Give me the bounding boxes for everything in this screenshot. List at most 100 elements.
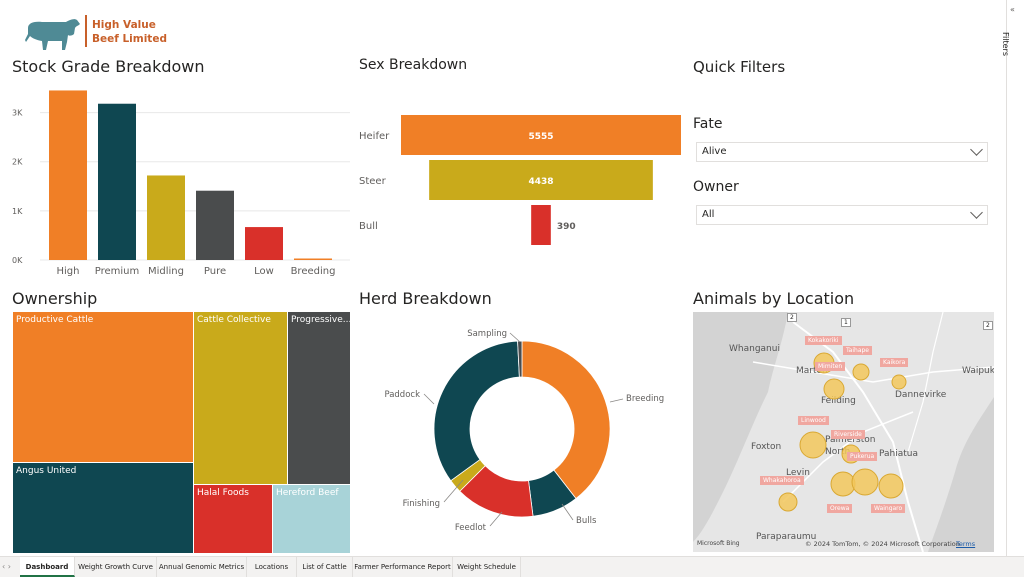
bar-steer bbox=[429, 160, 653, 200]
treemap-label: Progressive... bbox=[291, 315, 352, 325]
tab-weight-growth-curve[interactable]: Weight Growth Curve bbox=[75, 557, 157, 577]
map-farm-label[interactable]: Kokakoriki bbox=[805, 336, 842, 345]
chevron-down-icon bbox=[970, 143, 983, 156]
treemap-cell-angus-united[interactable]: Angus United bbox=[12, 462, 194, 554]
herd-breakdown-chart: Breeding Bulls Feedlot Finishing Paddock Samp… bbox=[384, 329, 664, 533]
map-town-label: Marton bbox=[796, 366, 828, 376]
location-bubble bbox=[830, 471, 856, 497]
treemap-label: Halal Foods bbox=[197, 488, 249, 498]
map-town-label: Waipuk bbox=[962, 366, 994, 376]
map-town-label: Palmerston North bbox=[825, 435, 876, 457]
map-town-label: Dannevirke bbox=[895, 390, 947, 400]
treemap-cell-progressive[interactable]: Progressive... bbox=[287, 311, 351, 485]
map-farm-label[interactable]: Mimiten bbox=[815, 362, 846, 371]
tab-list-of-cattle[interactable]: List of Cattle bbox=[297, 557, 353, 577]
slice-breeding bbox=[521, 340, 611, 500]
slice-label: Sampling bbox=[467, 329, 507, 339]
data-label: 390 bbox=[557, 222, 576, 232]
slice-label: Feedlot bbox=[455, 523, 487, 533]
y-tick-label: 2K bbox=[12, 158, 23, 167]
y-tick-label: 0K bbox=[12, 256, 23, 265]
owner-label: Owner bbox=[693, 179, 739, 195]
slice-paddock bbox=[433, 340, 520, 482]
map-road-marker: 2 bbox=[787, 313, 797, 322]
tab-farmer-performance-report[interactable]: Farmer Performance Report bbox=[353, 557, 453, 577]
tab-dashboard[interactable]: Dashboard bbox=[20, 557, 75, 577]
data-label: 5555 bbox=[528, 132, 553, 142]
map-farm-label[interactable]: Kaikora bbox=[880, 358, 909, 367]
map-farm-label[interactable]: Riverside bbox=[831, 430, 865, 439]
bar-heifer bbox=[401, 115, 681, 155]
bar-premium bbox=[98, 103, 136, 261]
category-label: Bull bbox=[359, 221, 378, 232]
owner-selected-value: All bbox=[702, 209, 715, 220]
treemap-label: Hereford Beef bbox=[276, 488, 339, 498]
fate-dropdown[interactable]: Alive bbox=[696, 142, 988, 162]
category-label: Heifer bbox=[359, 131, 390, 142]
brand-name-line1: High Value bbox=[92, 19, 156, 31]
map-terms-link[interactable]: Terms bbox=[956, 540, 976, 548]
map-farm-label[interactable]: Orewa bbox=[827, 504, 853, 513]
location-bubble bbox=[851, 468, 879, 496]
map-town-label: Levin bbox=[786, 468, 810, 478]
filters-pane[interactable] bbox=[1006, 0, 1024, 556]
map-farm-label[interactable]: Waingaro bbox=[871, 504, 906, 513]
treemap-label: Angus United bbox=[16, 466, 77, 476]
x-tick-label: Breeding bbox=[291, 266, 336, 277]
leader-line bbox=[561, 503, 574, 521]
map-town-label: Foxton bbox=[751, 442, 782, 452]
herd-breakdown-title: Herd Breakdown bbox=[359, 289, 492, 308]
location-bubble bbox=[878, 473, 904, 499]
treemap-cell-halal-foods[interactable]: Halal Foods bbox=[193, 484, 273, 554]
leader-line bbox=[609, 398, 624, 403]
location-bubble bbox=[852, 363, 870, 381]
slice-label: Finishing bbox=[403, 499, 440, 509]
treemap-cell-hereford-beef[interactable]: Hereford Beef bbox=[272, 484, 351, 554]
y-tick-label: 3K bbox=[12, 109, 23, 118]
sex-breakdown-chart: Heifer 5555 Steer 4438 Bull 390 bbox=[359, 115, 681, 245]
tab-weight-schedule[interactable]: Weight Schedule bbox=[453, 557, 521, 577]
cow-logo-icon bbox=[25, 19, 80, 50]
chevron-down-icon bbox=[970, 206, 983, 219]
data-label: 4438 bbox=[528, 177, 553, 187]
map-farm-label[interactable]: Pukerua bbox=[847, 452, 878, 461]
tab-locations[interactable]: Locations bbox=[247, 557, 297, 577]
map-farm-label[interactable]: Linwood bbox=[798, 416, 829, 425]
leader-line bbox=[423, 393, 435, 405]
map-attribution: © 2024 TomTom, © 2024 Microsoft Corporat… bbox=[805, 540, 960, 548]
map-town-label: Paraparaumu bbox=[756, 532, 817, 542]
bar-pure bbox=[196, 190, 234, 260]
location-bubble bbox=[891, 374, 907, 390]
map-road-marker: 1 bbox=[841, 318, 851, 327]
microsoft-bing-logo: Microsoft Bing bbox=[697, 540, 740, 547]
tab-scroll-arrows-icon[interactable]: ‹ › bbox=[2, 562, 11, 571]
stock-grade-chart: 0K 1K 2K 3K High Premium Midling Pure Low Breedin… bbox=[12, 90, 350, 277]
filters-pane-label[interactable]: Filters bbox=[1001, 32, 1010, 56]
leader-line bbox=[443, 479, 464, 503]
location-map[interactable]: 2 1 2 Whanganui Marton Feilding Dannevir… bbox=[693, 312, 994, 552]
leader-line bbox=[489, 511, 503, 527]
location-bubble bbox=[778, 492, 798, 512]
fate-selected-value: Alive bbox=[702, 146, 727, 157]
fate-label: Fate bbox=[693, 116, 723, 132]
animals-by-location-title: Animals by Location bbox=[693, 289, 855, 308]
y-tick-label: 1K bbox=[12, 207, 23, 216]
map-farm-label[interactable]: Taihape bbox=[843, 346, 872, 355]
treemap-label: Cattle Collective bbox=[197, 315, 271, 325]
bar-breeding bbox=[294, 258, 332, 260]
stock-grade-title: Stock Grade Breakdown bbox=[12, 57, 205, 76]
x-tick-label: Low bbox=[254, 266, 274, 277]
treemap-cell-productive-cattle[interactable]: Productive Cattle bbox=[12, 311, 194, 463]
leader-line bbox=[509, 332, 521, 343]
map-farm-label[interactable]: Whakahoroa bbox=[760, 476, 804, 485]
collapse-filters-icon[interactable]: « bbox=[1010, 5, 1015, 14]
location-bubble bbox=[823, 378, 845, 400]
category-label: Steer bbox=[359, 176, 387, 187]
x-tick-label: Premium bbox=[95, 266, 140, 277]
tab-annual-genomic-metrics[interactable]: Annual Genomic Metrics bbox=[157, 557, 247, 577]
bar-high bbox=[49, 90, 87, 260]
map-terrain bbox=[693, 312, 994, 552]
treemap-cell-cattle-collective[interactable]: Cattle Collective bbox=[193, 311, 288, 485]
bar-midling bbox=[147, 175, 185, 260]
owner-dropdown[interactable]: All bbox=[696, 205, 988, 225]
